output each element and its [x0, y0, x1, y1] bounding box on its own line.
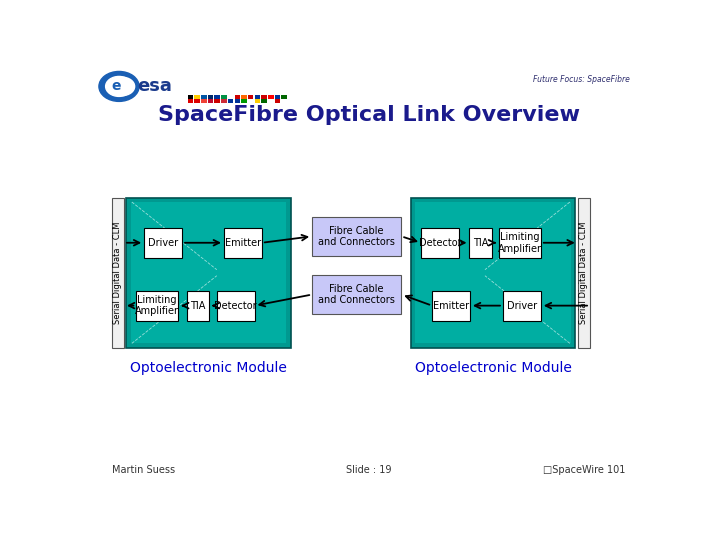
- Bar: [255, 99, 260, 103]
- Bar: [248, 99, 253, 103]
- Bar: [131, 202, 287, 343]
- Text: Slide : 19: Slide : 19: [346, 465, 392, 475]
- Text: Driver: Driver: [148, 238, 178, 248]
- Bar: [577, 198, 590, 348]
- Bar: [208, 94, 213, 99]
- Bar: [275, 99, 280, 103]
- Text: Emitter: Emitter: [225, 238, 261, 248]
- Bar: [144, 228, 182, 258]
- Bar: [282, 99, 287, 103]
- Text: TIA: TIA: [473, 238, 488, 248]
- Bar: [208, 99, 213, 103]
- Text: Serial Digital Data - CLM: Serial Digital Data - CLM: [580, 221, 588, 324]
- Text: Emitter: Emitter: [433, 301, 469, 310]
- Bar: [215, 99, 220, 103]
- Bar: [228, 99, 233, 103]
- Text: Serial Digital Data - CLM: Serial Digital Data - CLM: [114, 221, 122, 324]
- Bar: [411, 198, 575, 348]
- Text: e: e: [111, 79, 120, 93]
- Text: TIA: TIA: [190, 301, 205, 310]
- Bar: [235, 99, 240, 103]
- Bar: [201, 94, 207, 99]
- Bar: [261, 94, 267, 99]
- Bar: [275, 94, 280, 99]
- Text: Optoelectronic Module: Optoelectronic Module: [130, 361, 287, 375]
- Bar: [261, 99, 267, 103]
- Text: Driver: Driver: [507, 301, 537, 310]
- Bar: [469, 228, 492, 258]
- Bar: [194, 94, 200, 99]
- Bar: [415, 202, 571, 343]
- Bar: [224, 228, 262, 258]
- Text: Optoelectronic Module: Optoelectronic Module: [415, 361, 572, 375]
- Bar: [228, 94, 233, 99]
- Bar: [188, 94, 193, 99]
- Bar: [499, 228, 541, 258]
- Bar: [136, 291, 178, 321]
- Text: Martin Suess: Martin Suess: [112, 465, 176, 475]
- Bar: [255, 94, 260, 99]
- Bar: [248, 94, 253, 99]
- Bar: [221, 94, 227, 99]
- Bar: [312, 217, 401, 256]
- Bar: [421, 228, 459, 258]
- Text: Fibre Cable
and Connectors: Fibre Cable and Connectors: [318, 226, 395, 247]
- Bar: [503, 291, 541, 321]
- Bar: [235, 94, 240, 99]
- Bar: [201, 99, 207, 103]
- Text: Detector: Detector: [215, 301, 257, 310]
- Bar: [282, 94, 287, 99]
- Text: Limiting
Amplifier: Limiting Amplifier: [135, 295, 179, 316]
- Bar: [241, 99, 247, 103]
- Circle shape: [106, 77, 132, 97]
- Bar: [241, 94, 247, 99]
- Text: esa: esa: [137, 77, 172, 96]
- Bar: [268, 99, 274, 103]
- Bar: [217, 291, 255, 321]
- Text: SpaceFibre Optical Link Overview: SpaceFibre Optical Link Overview: [158, 105, 580, 125]
- Text: Limiting
Amplifier: Limiting Amplifier: [498, 232, 542, 254]
- Text: Detector: Detector: [418, 238, 462, 248]
- Bar: [194, 99, 200, 103]
- Circle shape: [110, 77, 135, 96]
- Bar: [112, 198, 124, 348]
- Bar: [221, 99, 227, 103]
- Bar: [215, 94, 220, 99]
- Bar: [268, 94, 274, 99]
- Bar: [432, 291, 470, 321]
- Circle shape: [99, 71, 139, 102]
- Bar: [312, 275, 401, 314]
- Text: Future Focus: SpaceFibre: Future Focus: SpaceFibre: [533, 75, 629, 84]
- Bar: [188, 99, 193, 103]
- Text: □SpaceWire 101: □SpaceWire 101: [544, 465, 626, 475]
- Bar: [126, 198, 291, 348]
- Text: Fibre Cable
and Connectors: Fibre Cable and Connectors: [318, 284, 395, 305]
- Bar: [186, 291, 209, 321]
